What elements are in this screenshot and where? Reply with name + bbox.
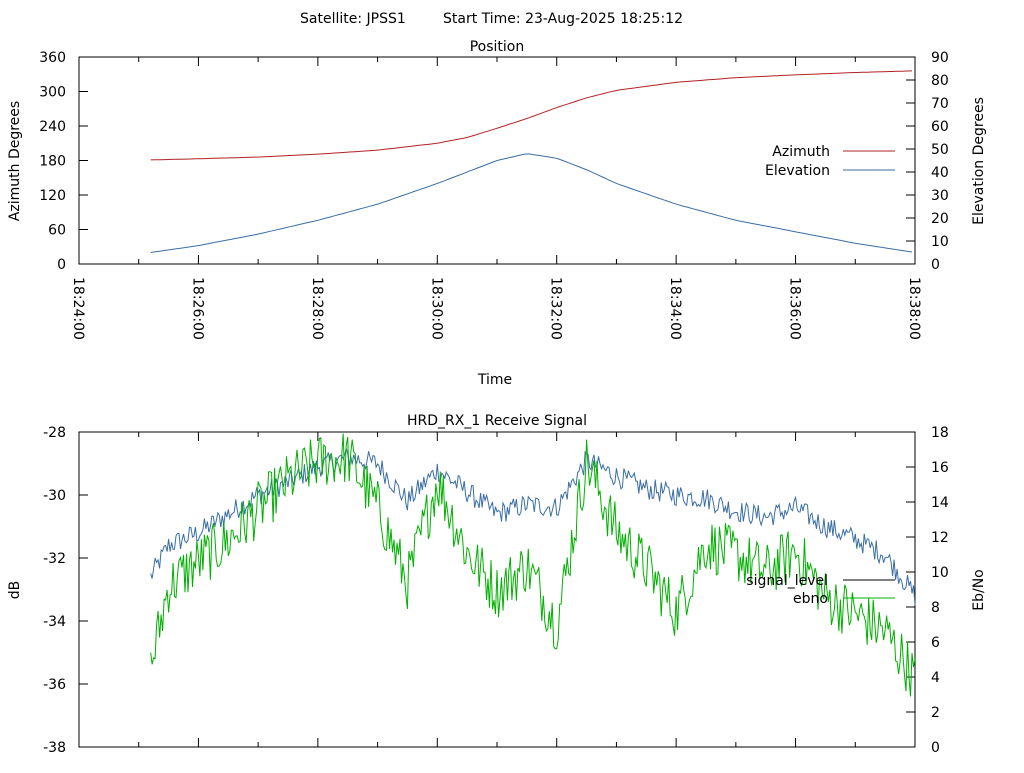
signal-plot-frame: [78, 431, 916, 748]
signal-ticks: -38 -36 -34 -32 -30 -28 0 2 4 6 8 10 12 14 16 18: [43, 425, 949, 756]
position-y-tick-label: 120: [39, 188, 66, 204]
signal-title: HRD_RX_1 Receive Signal: [407, 413, 587, 429]
position-series: [150, 70, 913, 253]
position-y2-tick-label: 80: [931, 73, 949, 89]
position-xlabel: Time: [477, 372, 512, 388]
position-y2-tick-label: 20: [931, 211, 949, 227]
position-y-tick-label: 60: [48, 223, 66, 239]
position-x-tick-label: 18:24:00: [70, 277, 86, 340]
signal-y-tick-label: -28: [43, 425, 66, 441]
signal-chart: HRD_RX_1 Receive Signal -38-36-34-32-30-…: [7, 413, 987, 756]
position-series-elevation: [150, 153, 913, 253]
signal-y2-tick-label: 16: [931, 460, 949, 476]
position-ticks: 18:24:00 18:26:00 18:28:00 18:30:00 18:32:00…: [39, 50, 949, 340]
signal-y-tick-label: -32: [43, 551, 66, 567]
signal-y-tick-label: -30: [43, 488, 66, 504]
signal-y2-tick-label: 6: [931, 635, 940, 651]
header-start-time: Start Time: 23-Aug-2025 18:25:12: [443, 11, 683, 27]
legend-label-azimuth: Azimuth: [772, 144, 830, 160]
position-chart: Position 18:24:00 18:26:00 18:28:00 18:30:0…: [7, 39, 987, 388]
position-y2-tick-label: 50: [931, 142, 949, 158]
position-x-tick-label: 18:36:00: [787, 277, 803, 340]
signal-y2-tick-label: 12: [931, 530, 949, 546]
position-y2-tick-label: 60: [931, 119, 949, 135]
signal-series: [150, 433, 916, 697]
signal-y2-tick-label: 18: [931, 425, 949, 441]
signal-y2-tick-label: 0: [931, 740, 940, 756]
signal-series-ebno: [150, 433, 916, 697]
signal-y2-tick-label: 14: [931, 495, 949, 511]
position-y-tick-label: 180: [39, 154, 66, 170]
position-x-tick-label: 18:26:00: [189, 277, 205, 340]
position-x-tick-label: 18:38:00: [906, 277, 922, 340]
position-y-tick-label: 360: [39, 50, 66, 66]
signal-y-tick-label: -38: [43, 740, 66, 756]
position-y2-tick-label: 30: [931, 188, 949, 204]
position-series-azimuth: [150, 70, 913, 161]
position-y-tick-label: 240: [39, 119, 66, 135]
position-legend: Azimuth Elevation: [765, 144, 895, 179]
position-ylabel: Azimuth Degrees: [7, 101, 23, 221]
legend-label-ebno: ebno: [793, 591, 828, 607]
position-y-tick-label: 300: [39, 85, 66, 101]
position-y2-tick-label: 0: [931, 257, 940, 273]
position-y2-tick-label: 10: [931, 234, 949, 250]
signal-y2-tick-label: 2: [931, 705, 940, 721]
position-y2-tick-label: 90: [931, 50, 949, 66]
legend-label-elevation: Elevation: [765, 163, 830, 179]
position-x-tick-label: 18:34:00: [667, 277, 683, 340]
signal-y2-tick-label: 8: [931, 600, 940, 616]
position-y2label: Elevation Degrees: [971, 97, 987, 225]
position-y2-tick-label: 70: [931, 96, 949, 112]
signal-series-signal-level: [150, 446, 916, 606]
signal-ylabel: dB: [7, 581, 23, 600]
signal-y2label: Eb/No: [971, 569, 987, 611]
position-x-tick-label: 18:28:00: [309, 277, 325, 340]
signal-y2-tick-label: 4: [931, 670, 940, 686]
position-y2-tick-label: 40: [931, 165, 949, 181]
header-satellite: Satellite: JPSS1: [300, 11, 406, 27]
signal-y2-tick-label: 10: [931, 565, 949, 581]
signal-y-tick-label: -36: [43, 677, 66, 693]
signal-y-tick-label: -34: [43, 614, 66, 630]
position-title: Position: [470, 39, 525, 55]
legend-label-signal-level: signal_level: [746, 573, 828, 589]
signal-legend: signal_level ebno: [746, 573, 895, 607]
position-x-tick-label: 18:32:00: [548, 277, 564, 340]
position-y-tick-label: 0: [57, 257, 66, 273]
position-x-tick-label: 18:30:00: [428, 277, 444, 340]
